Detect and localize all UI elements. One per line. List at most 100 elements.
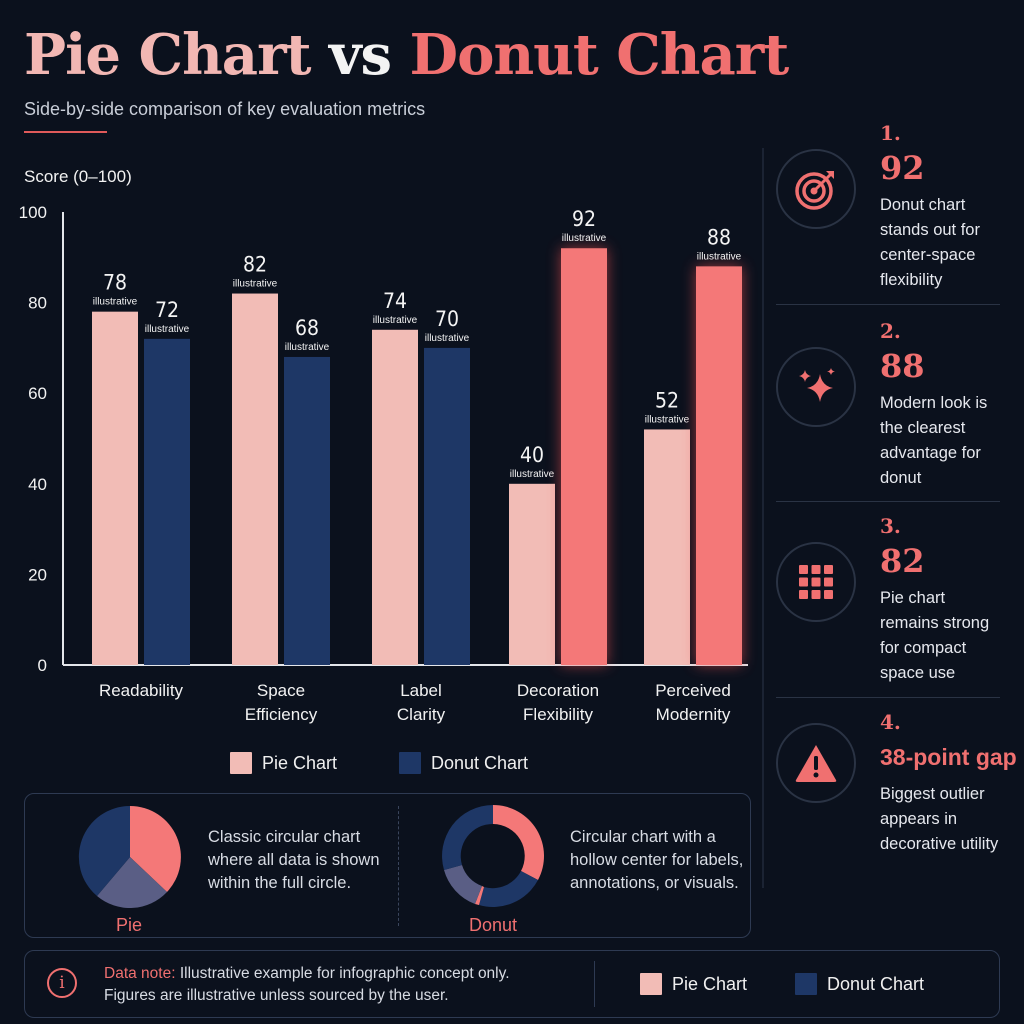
legend-pie: Pie Chart bbox=[230, 750, 337, 776]
bar-donut bbox=[696, 266, 742, 665]
x-tick-label: Clarity bbox=[397, 705, 446, 724]
insight-2-stat: 88 bbox=[880, 347, 925, 385]
sidebar-divider bbox=[762, 148, 764, 888]
sparkles-icon bbox=[776, 347, 856, 427]
data-label: 68 bbox=[295, 316, 319, 340]
data-label: 52 bbox=[655, 388, 679, 412]
y-tick-label: 60 bbox=[28, 384, 47, 403]
x-tick-label: Readability bbox=[99, 681, 184, 700]
insight-2-number: 2. bbox=[880, 319, 901, 343]
pie-caption: Classic circular chart where all data is… bbox=[208, 828, 380, 892]
legend-pie-swatch bbox=[230, 752, 252, 774]
data-label-note: illustrative bbox=[510, 469, 555, 480]
x-tick-label: Perceived bbox=[655, 681, 731, 700]
bar-donut bbox=[144, 338, 190, 665]
insight-4-stat: 38-point gap bbox=[880, 744, 1017, 770]
donut-illustration bbox=[442, 805, 544, 907]
title-donut: Donut Chart bbox=[409, 22, 790, 88]
data-label: 72 bbox=[155, 298, 179, 322]
insight-card-2: 2. 88 Modern look is the clearest advant… bbox=[776, 319, 1000, 489]
data-label-note: illustrative bbox=[697, 251, 742, 262]
x-tick-label: Decoration bbox=[517, 681, 599, 700]
data-label: 78 bbox=[103, 271, 127, 295]
bar-donut bbox=[284, 356, 330, 665]
data-note-line2: Figures are illustrative unless sourced … bbox=[104, 987, 449, 1004]
y-tick-label: 20 bbox=[28, 565, 47, 584]
insight-2-desc: Modern look is the clearest advantage fo… bbox=[880, 394, 988, 487]
insight-divider bbox=[776, 501, 1000, 502]
footer-legend-pie-swatch bbox=[640, 973, 662, 995]
info-icon: i bbox=[47, 968, 77, 998]
bar-pie bbox=[509, 483, 555, 665]
data-note-line1: Illustrative example for infographic con… bbox=[179, 965, 510, 982]
data-label-note: illustrative bbox=[285, 342, 330, 353]
insight-divider bbox=[776, 697, 1000, 698]
pie-label: Pie bbox=[116, 915, 143, 935]
bar-pie bbox=[372, 329, 418, 665]
data-label-note: illustrative bbox=[425, 333, 470, 344]
data-note-text: Data note: Illustrative example for info… bbox=[104, 963, 510, 1007]
data-label: 40 bbox=[520, 443, 544, 467]
x-tick-label: Modernity bbox=[656, 705, 731, 724]
data-label-note: illustrative bbox=[145, 324, 190, 335]
legend-pie-label: Pie Chart bbox=[262, 752, 338, 773]
title-pie: Pie Chart bbox=[24, 22, 311, 88]
legend-donut-label: Donut Chart bbox=[431, 752, 529, 773]
title-vs: vs bbox=[328, 22, 392, 88]
bar-pie bbox=[644, 429, 690, 665]
footer-legend-donut-swatch bbox=[795, 973, 817, 995]
footer-legend-pie: Pie Chart bbox=[640, 973, 747, 995]
chart-type-comparison: Classic circular chart where all data is… bbox=[24, 793, 751, 938]
insight-divider bbox=[776, 304, 1000, 305]
footer-legend-donut: Donut Chart bbox=[795, 973, 924, 995]
y-tick-label: 0 bbox=[38, 656, 47, 675]
data-label: 70 bbox=[435, 307, 459, 331]
bar-donut bbox=[424, 347, 470, 665]
data-label-note: illustrative bbox=[93, 297, 138, 308]
donut-label: Donut bbox=[469, 915, 518, 935]
title-underline bbox=[24, 131, 107, 133]
x-tick-label: Efficiency bbox=[245, 705, 318, 724]
insight-1-stat: 92 bbox=[880, 149, 925, 187]
bar-donut bbox=[561, 248, 607, 665]
comparison-divider bbox=[398, 806, 399, 926]
data-label-note: illustrative bbox=[233, 279, 278, 290]
legend-donut-swatch bbox=[399, 752, 421, 774]
pie-illustration bbox=[78, 805, 181, 909]
donut-caption: Circular chart with a hollow center for … bbox=[570, 828, 744, 892]
data-label: 82 bbox=[243, 253, 267, 277]
x-tick-label: Flexibility bbox=[523, 705, 593, 724]
bar-pie bbox=[92, 311, 138, 665]
insight-card-4: 4. 38-point gap Biggest outlier appears … bbox=[776, 710, 1017, 880]
insight-1-desc: Donut chart stands out for center-space … bbox=[880, 196, 980, 289]
legend-donut: Donut Chart bbox=[399, 750, 528, 776]
y-tick-label: 100 bbox=[19, 203, 47, 222]
footer-legend-pie-label: Pie Chart bbox=[672, 973, 748, 994]
page-title: Pie Chart vs Donut Chart bbox=[24, 22, 790, 88]
insight-4-desc: Biggest outlier appears in decorative ut… bbox=[880, 785, 999, 853]
x-tick-label: Space bbox=[257, 681, 305, 700]
x-tick-label: Label bbox=[400, 681, 442, 700]
insight-3-number: 3. bbox=[880, 514, 901, 538]
data-note-panel: i Data note: Illustrative example for in… bbox=[24, 950, 1000, 1018]
data-label: 88 bbox=[707, 225, 731, 249]
y-axis-label: Score (0–100) bbox=[24, 167, 132, 186]
note-divider bbox=[594, 961, 595, 1007]
insight-1-number: 1. bbox=[880, 121, 901, 145]
bar-chart: Score (0–100) 0 20 40 60 80 100 78 illustrative 7… bbox=[19, 167, 748, 724]
warning-icon bbox=[776, 723, 856, 803]
insight-card-1: 1. 92 Donut chart stands out for center-… bbox=[776, 121, 1000, 291]
footer-legend-donut-label: Donut Chart bbox=[827, 973, 925, 994]
insight-3-stat: 82 bbox=[880, 542, 925, 580]
data-label: 74 bbox=[383, 289, 407, 313]
page-subtitle: Side-by-side comparison of key evaluatio… bbox=[24, 99, 426, 119]
data-label-note: illustrative bbox=[373, 315, 418, 326]
insight-4-number: 4. bbox=[880, 710, 901, 734]
data-label-note: illustrative bbox=[562, 233, 607, 244]
y-tick-label: 80 bbox=[28, 294, 47, 313]
y-tick-label: 40 bbox=[28, 475, 47, 494]
insight-3-desc: Pie chart remains strong for compact spa… bbox=[880, 589, 990, 682]
bar-pie bbox=[232, 293, 278, 665]
data-label: 92 bbox=[572, 207, 596, 231]
insight-card-3: 3. 82 Pie chart remains strong for compa… bbox=[776, 514, 1000, 684]
